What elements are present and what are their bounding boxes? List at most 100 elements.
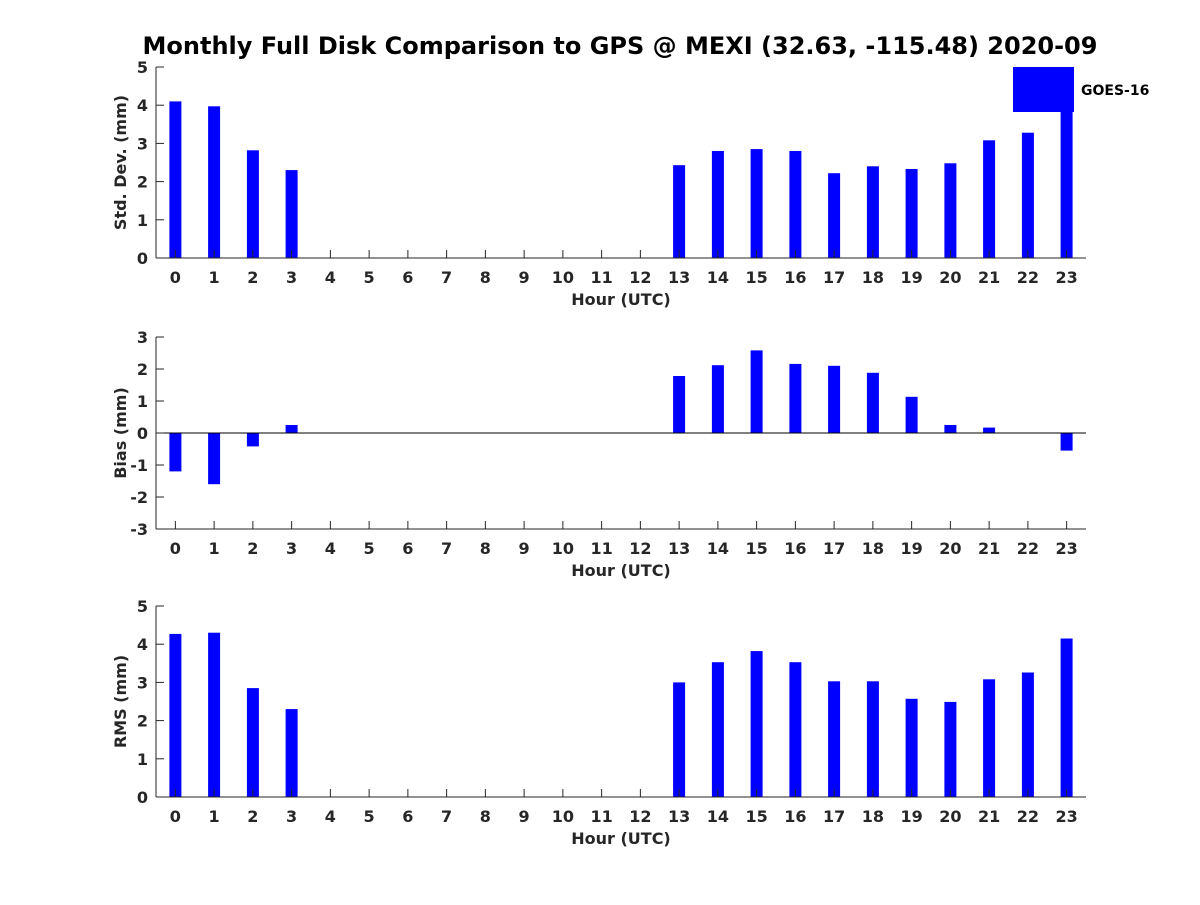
y-tick-label: 0 xyxy=(137,788,148,807)
bar xyxy=(789,363,802,433)
x-tick-label: 3 xyxy=(286,807,297,826)
x-tick-label: 10 xyxy=(552,539,574,558)
x-tick-label: 18 xyxy=(862,539,884,558)
y-tick-label: -1 xyxy=(130,456,148,475)
x-tick-label: 7 xyxy=(441,268,452,287)
x-tick-label: 13 xyxy=(668,539,690,558)
x-tick-label: 2 xyxy=(247,268,258,287)
x-tick-label: 6 xyxy=(402,268,413,287)
bar xyxy=(750,350,763,433)
x-tick-label: 7 xyxy=(441,539,452,558)
x-tick-label: 12 xyxy=(629,268,651,287)
x-tick-label: 9 xyxy=(519,539,530,558)
y-tick-label: 1 xyxy=(137,392,148,411)
x-tick-label: 15 xyxy=(745,539,767,558)
x-tick-label: 5 xyxy=(364,807,375,826)
bar xyxy=(944,425,957,433)
bar xyxy=(905,396,918,433)
x-tick-label: 9 xyxy=(519,268,530,287)
x-tick-label: 17 xyxy=(823,539,845,558)
y-axis-label: RMS (mm) xyxy=(111,655,130,748)
x-tick-label: 6 xyxy=(402,539,413,558)
y-tick-label: 3 xyxy=(137,328,148,347)
x-tick-label: 13 xyxy=(668,807,690,826)
x-tick-label: 14 xyxy=(707,539,729,558)
x-tick-label: 16 xyxy=(784,268,806,287)
bar xyxy=(944,701,957,797)
bar xyxy=(789,662,802,797)
y-tick-label: 1 xyxy=(137,211,148,230)
x-tick-label: 15 xyxy=(745,268,767,287)
x-tick-label: 5 xyxy=(364,268,375,287)
bar xyxy=(711,662,724,797)
x-tick-label: 20 xyxy=(939,807,961,826)
bar xyxy=(208,106,221,258)
x-tick-label: 4 xyxy=(325,539,336,558)
x-tick-label: 8 xyxy=(480,539,491,558)
x-tick-label: 23 xyxy=(1055,807,1077,826)
x-tick-label: 1 xyxy=(209,807,220,826)
bar xyxy=(1021,672,1034,797)
x-tick-label: 7 xyxy=(441,807,452,826)
x-tick-label: 22 xyxy=(1017,539,1039,558)
bar xyxy=(983,140,996,258)
legend-label: GOES-16 xyxy=(1081,83,1149,99)
x-tick-label: 2 xyxy=(247,539,258,558)
x-tick-label: 23 xyxy=(1055,539,1077,558)
x-tick-label: 16 xyxy=(784,539,806,558)
x-tick-label: 10 xyxy=(552,807,574,826)
x-tick-label: 6 xyxy=(402,807,413,826)
bar xyxy=(169,101,182,259)
x-tick-label: 3 xyxy=(286,539,297,558)
x-tick-label: 11 xyxy=(590,807,612,826)
x-tick-label: 22 xyxy=(1017,807,1039,826)
y-tick-label: 0 xyxy=(137,249,148,268)
x-tick-label: 5 xyxy=(364,539,375,558)
bar xyxy=(285,425,298,433)
bar xyxy=(828,173,841,258)
x-tick-label: 17 xyxy=(823,807,845,826)
bar xyxy=(828,365,841,433)
bar xyxy=(983,427,996,433)
x-tick-label: 18 xyxy=(862,268,884,287)
x-tick-label: 3 xyxy=(286,268,297,287)
x-tick-label: 18 xyxy=(862,807,884,826)
x-tick-label: 16 xyxy=(784,807,806,826)
x-axis-label: Hour (UTC) xyxy=(571,829,671,848)
x-tick-label: 19 xyxy=(900,539,922,558)
bar xyxy=(285,709,298,797)
x-tick-label: 8 xyxy=(480,807,491,826)
x-tick-label: 20 xyxy=(939,539,961,558)
x-tick-label: 19 xyxy=(900,268,922,287)
x-tick-label: 22 xyxy=(1017,268,1039,287)
x-tick-label: 19 xyxy=(900,807,922,826)
y-axis-label: Bias (mm) xyxy=(111,387,130,479)
bar xyxy=(866,166,879,258)
legend: GOES-16 xyxy=(1013,67,1149,112)
y-tick-label: 5 xyxy=(137,597,148,616)
bar xyxy=(208,433,221,485)
x-tick-label: 21 xyxy=(978,539,1000,558)
x-tick-label: 23 xyxy=(1055,268,1077,287)
bar xyxy=(750,149,763,258)
bar xyxy=(169,433,182,472)
bar-series xyxy=(169,82,1073,259)
legend-swatch xyxy=(1013,67,1074,112)
x-tick-label: 0 xyxy=(170,268,181,287)
x-axis-label: Hour (UTC) xyxy=(571,290,671,309)
bar xyxy=(1021,132,1034,258)
bar xyxy=(1060,433,1073,451)
x-tick-label: 9 xyxy=(519,807,530,826)
x-tick-label: 4 xyxy=(325,807,336,826)
x-tick-label: 1 xyxy=(209,268,220,287)
y-tick-label: 2 xyxy=(137,360,148,379)
bar xyxy=(711,151,724,258)
x-axis-label: Hour (UTC) xyxy=(571,561,671,580)
x-tick-label: 12 xyxy=(629,807,651,826)
bar xyxy=(169,633,182,797)
y-tick-label: 4 xyxy=(137,96,148,115)
y-tick-label: -2 xyxy=(130,488,148,507)
bar xyxy=(285,170,298,258)
